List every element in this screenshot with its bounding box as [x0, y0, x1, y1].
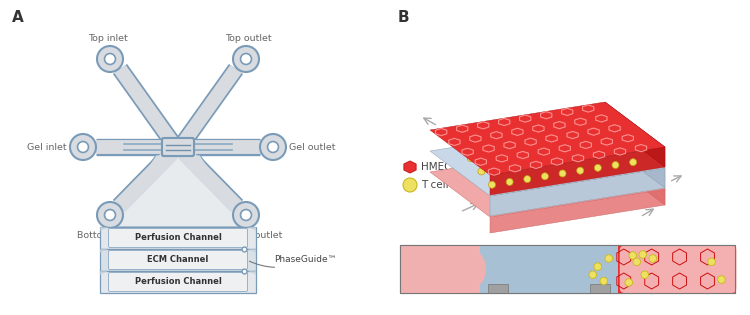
- Bar: [590, 284, 610, 293]
- Bar: [400, 245, 481, 293]
- Text: Perfusion Channel: Perfusion Channel: [134, 233, 221, 243]
- Circle shape: [629, 252, 637, 259]
- Circle shape: [260, 134, 286, 160]
- Text: Bottom outlet: Bottom outlet: [217, 231, 283, 240]
- Circle shape: [496, 165, 502, 172]
- Circle shape: [233, 46, 259, 72]
- Polygon shape: [490, 168, 665, 216]
- Circle shape: [97, 46, 123, 72]
- Circle shape: [478, 168, 485, 175]
- Text: B: B: [398, 10, 410, 25]
- Circle shape: [538, 143, 544, 150]
- Polygon shape: [490, 147, 665, 195]
- Polygon shape: [404, 161, 416, 173]
- Circle shape: [520, 146, 527, 153]
- FancyBboxPatch shape: [620, 245, 736, 293]
- Polygon shape: [100, 249, 108, 253]
- Polygon shape: [248, 227, 256, 231]
- Bar: [488, 284, 508, 293]
- FancyBboxPatch shape: [162, 138, 194, 156]
- Polygon shape: [400, 245, 486, 293]
- Circle shape: [612, 162, 619, 169]
- Circle shape: [403, 178, 417, 192]
- Bar: [400, 245, 735, 293]
- Text: Gel outlet: Gel outlet: [289, 142, 335, 152]
- Polygon shape: [605, 102, 665, 167]
- Circle shape: [718, 276, 725, 284]
- Circle shape: [625, 279, 632, 286]
- Circle shape: [708, 258, 716, 266]
- Circle shape: [241, 209, 251, 220]
- Bar: [100, 249, 256, 271]
- Text: ECM Channel: ECM Channel: [147, 255, 208, 265]
- Bar: [100, 227, 256, 249]
- Circle shape: [629, 159, 637, 166]
- Circle shape: [594, 263, 602, 270]
- Circle shape: [577, 167, 584, 174]
- Circle shape: [600, 277, 608, 285]
- FancyBboxPatch shape: [109, 272, 248, 291]
- Circle shape: [503, 149, 509, 156]
- Text: PhaseGuide™: PhaseGuide™: [250, 255, 337, 267]
- Circle shape: [591, 135, 598, 142]
- Circle shape: [531, 159, 538, 166]
- Circle shape: [605, 255, 613, 262]
- Text: Top inlet: Top inlet: [88, 34, 128, 43]
- Text: T cell: T cell: [421, 180, 448, 190]
- Polygon shape: [100, 271, 108, 275]
- Circle shape: [589, 271, 596, 278]
- Circle shape: [633, 258, 640, 266]
- Bar: [400, 245, 735, 293]
- Text: A: A: [12, 10, 24, 25]
- Circle shape: [506, 178, 513, 186]
- Circle shape: [619, 145, 626, 152]
- Text: Perfusion Channel: Perfusion Channel: [134, 278, 221, 287]
- Text: Gel inlet: Gel inlet: [27, 142, 67, 152]
- Circle shape: [639, 251, 646, 258]
- Circle shape: [233, 202, 259, 228]
- Circle shape: [488, 181, 496, 188]
- Circle shape: [70, 134, 96, 160]
- Bar: [618, 245, 735, 293]
- Polygon shape: [430, 144, 665, 217]
- Circle shape: [594, 164, 602, 171]
- Circle shape: [602, 148, 608, 155]
- Circle shape: [268, 141, 278, 152]
- Circle shape: [584, 151, 591, 158]
- Text: Bottom inlet: Bottom inlet: [76, 231, 135, 240]
- Polygon shape: [430, 102, 665, 175]
- Bar: [100, 271, 256, 293]
- Circle shape: [542, 173, 548, 180]
- Circle shape: [524, 176, 531, 183]
- Circle shape: [559, 170, 566, 177]
- Polygon shape: [605, 144, 665, 205]
- Text: HMEC-1: HMEC-1: [421, 162, 462, 172]
- Polygon shape: [248, 271, 256, 275]
- Circle shape: [104, 209, 116, 220]
- Circle shape: [77, 141, 88, 152]
- Polygon shape: [248, 249, 256, 253]
- Polygon shape: [100, 227, 108, 231]
- Circle shape: [573, 138, 580, 145]
- Circle shape: [649, 255, 656, 262]
- Circle shape: [104, 54, 116, 65]
- Circle shape: [641, 271, 649, 278]
- Circle shape: [241, 54, 251, 65]
- Circle shape: [556, 140, 562, 147]
- FancyBboxPatch shape: [162, 138, 194, 156]
- FancyBboxPatch shape: [109, 250, 248, 270]
- Polygon shape: [108, 155, 248, 227]
- Circle shape: [548, 157, 556, 164]
- Circle shape: [485, 152, 492, 159]
- Circle shape: [513, 162, 520, 169]
- FancyBboxPatch shape: [109, 228, 248, 248]
- Circle shape: [467, 155, 474, 162]
- Polygon shape: [605, 123, 665, 188]
- Text: Top outlet: Top outlet: [225, 34, 272, 43]
- Polygon shape: [490, 189, 665, 233]
- Circle shape: [97, 202, 123, 228]
- Bar: [481, 245, 618, 293]
- Circle shape: [566, 154, 573, 161]
- Polygon shape: [430, 123, 665, 196]
